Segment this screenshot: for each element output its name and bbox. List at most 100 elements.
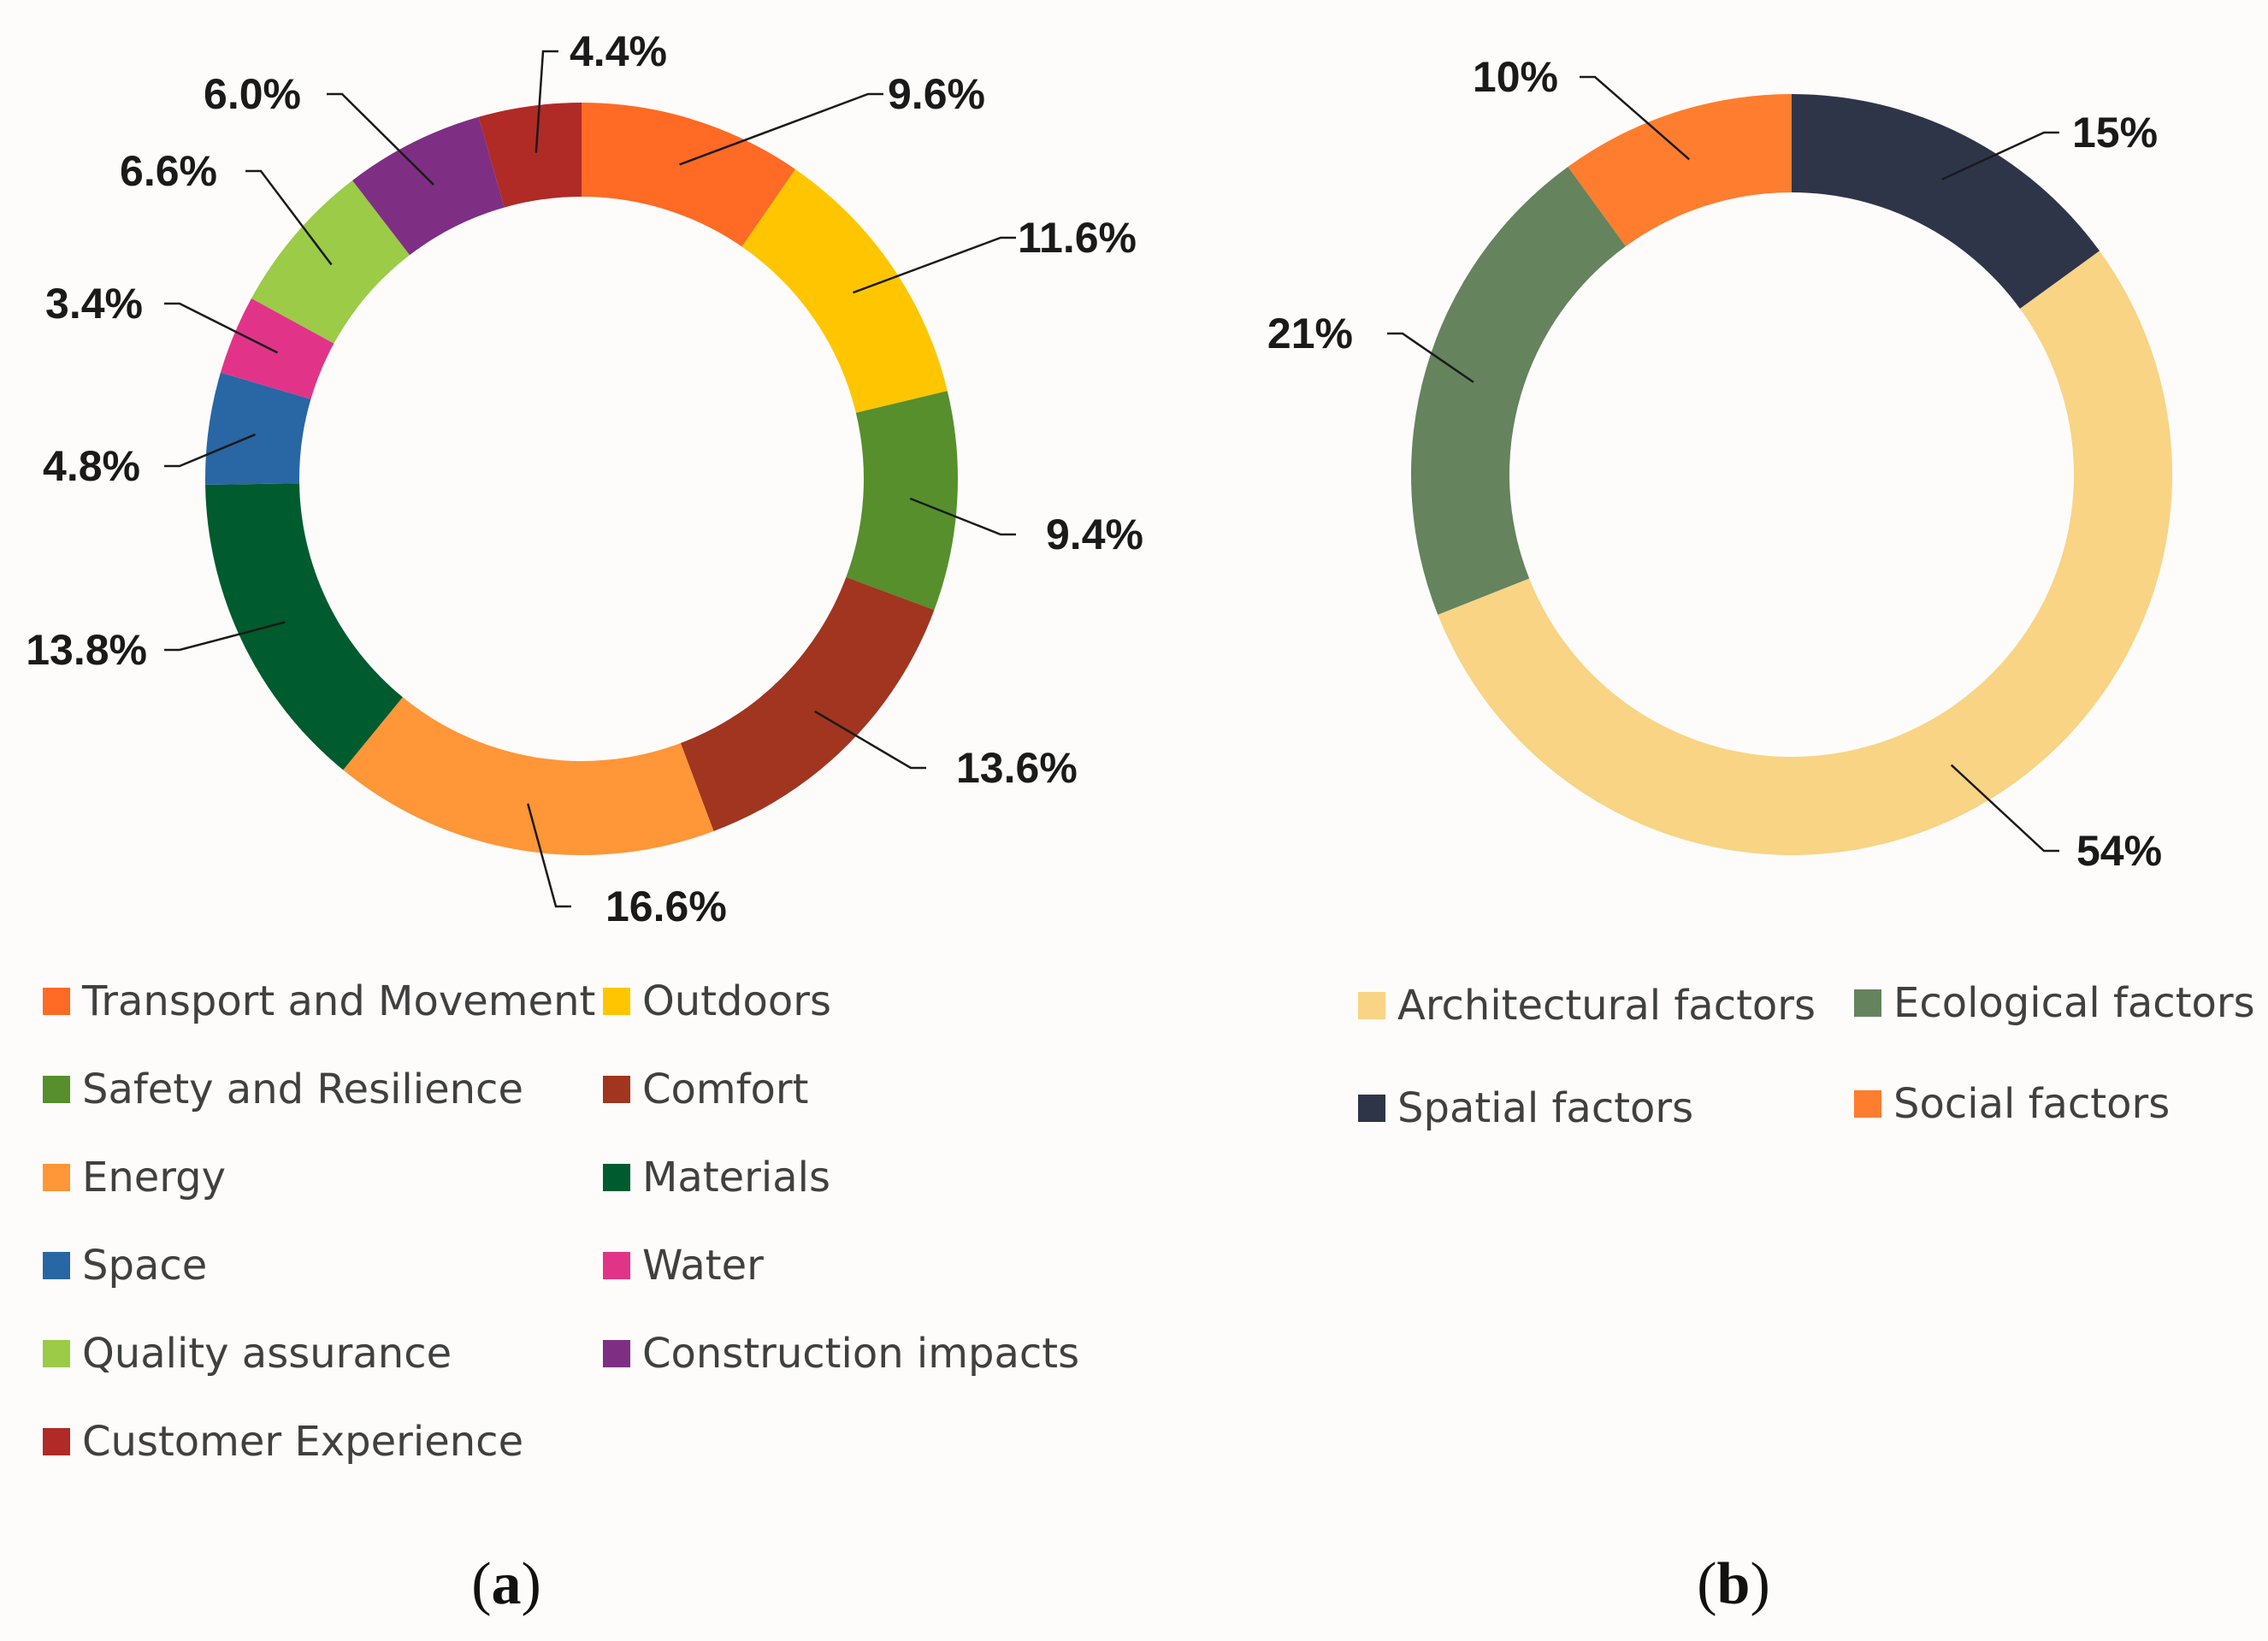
chart-b-legend-swatch-architectural-factors [1358, 992, 1385, 1019]
chart-a-slice-energy [343, 697, 714, 855]
chart-a-data-label-materials: 13.8% [26, 626, 147, 674]
chart-a-leader-outdoors [853, 236, 1016, 294]
chart-a-legend-label-customer-experience: Customer Experience [82, 1418, 523, 1466]
chart-a-leader-safety-and-resilience [909, 497, 1016, 536]
chart-a-legend-item-space: Space [43, 1242, 207, 1290]
chart-a-legend-item-transport-and-movement: Transport and Movement [43, 977, 595, 1025]
caption-b-close: ) [1750, 1551, 1769, 1617]
chart-a-legend-label-comfort: Comfort [642, 1065, 808, 1113]
chart-a-slice-water [220, 298, 334, 399]
chart-a-legend-label-quality-assurance: Quality assurance [82, 1330, 452, 1378]
chart-a-legend-item-energy: Energy [43, 1154, 226, 1201]
chart-b-legend-label-architectural-factors: Architectural factors [1397, 982, 1816, 1030]
chart-a-leader-customer-experience [535, 50, 558, 153]
chart-a-leader-energy [527, 803, 571, 908]
chart-a-legend-swatch-comfort [603, 1076, 630, 1103]
chart-a-data-label-outdoors: 11.6% [1018, 214, 1137, 262]
chart-a-data-label-quality-assurance: 6.6% [120, 147, 217, 195]
chart-a-legend-label-transport-and-movement: Transport and Movement [81, 977, 595, 1025]
chart-a-legend-label-safety-and-resilience: Safety and Resilience [82, 1065, 523, 1113]
chart-a-legend-item-safety-and-resilience: Safety and Resilience [43, 1065, 523, 1113]
chart-a-slice-transport-and-movement [582, 103, 796, 247]
chart-b-legend-item-ecological-factors: Ecological factors [1854, 979, 2255, 1027]
chart-a-leader-space [164, 433, 257, 468]
chart-a-slice-safety-and-resilience [846, 391, 958, 611]
chart-a-legend-label-energy: Energy [82, 1154, 226, 1201]
chart-a-legend-swatch-quality-assurance [43, 1340, 70, 1367]
caption-b: (b) [1697, 1551, 1770, 1617]
chart-a-legend-swatch-materials [603, 1164, 630, 1191]
chart-a-legend-item-outdoors: Outdoors [603, 977, 831, 1025]
chart-b-data-label-social-factors: 10% [1473, 53, 1558, 101]
chart-a-leader-comfort [814, 710, 926, 770]
chart-b-legend: Architectural factors Ecological factors S… [1358, 979, 2255, 1132]
caption-a-letter: a [492, 1551, 522, 1617]
chart-a-leader-construction-impacts [327, 92, 434, 186]
chart-a-legend-swatch-space [43, 1252, 70, 1279]
chart-b-legend-label-social-factors: Social factors [1893, 1080, 2170, 1128]
chart-a-legend-label-materials: Materials [642, 1154, 830, 1201]
chart-a-data-label-water: 3.4% [45, 280, 143, 328]
chart-a-data-label-safety-and-resilience: 9.4% [1046, 511, 1143, 558]
chart-a-legend-label-construction-impacts: Construction impacts [642, 1330, 1079, 1378]
chart-a-legend-item-quality-assurance: Quality assurance [43, 1330, 452, 1378]
chart-a-legend-item-customer-experience: Customer Experience [43, 1418, 523, 1466]
chart-a-data-label-transport-and-movement: 9.6% [888, 70, 985, 118]
chart-a-legend-swatch-safety-and-resilience [43, 1076, 70, 1103]
chart-b-legend-swatch-spatial-factors [1358, 1095, 1385, 1122]
chart-a-slice-customer-experience [478, 103, 582, 208]
chart-a-leader-water [164, 302, 278, 354]
chart-a-legend-swatch-water [603, 1252, 630, 1279]
chart-b-legend-label-spatial-factors: Spatial factors [1397, 1084, 1693, 1132]
chart-b-legend-swatch-social-factors [1854, 1090, 1881, 1118]
chart-b-legend-label-ecological-factors: Ecological factors [1893, 979, 2255, 1027]
chart-b-leader-ecological-factors [1387, 332, 1474, 383]
chart-b-leader-social-factors [1580, 75, 1691, 161]
chart-b-legend-item-architectural-factors: Architectural factors [1358, 982, 1816, 1030]
chart-a-legend-item-construction-impacts: Construction impacts [603, 1330, 1079, 1378]
chart-b-slice-spatial-factors [1792, 94, 2100, 310]
chart-b-data-label-architectural-factors: 54% [2076, 827, 2162, 875]
chart-a-data-label-construction-impacts: 6.0% [204, 70, 301, 118]
caption-a-open: ( [471, 1551, 491, 1617]
chart-a-data-label-comfort: 13.6% [956, 744, 1078, 792]
chart-b-donut: 15% 54% 21% 10% [1267, 53, 2173, 875]
chart-a-slice-space [205, 372, 311, 485]
chart-a-donut: 9.6% 11.6% 9.4% 13.6% 16.6% 13.8% 4.8% 3.4% 6.6%… [26, 27, 1143, 930]
chart-a-legend-label-space: Space [82, 1242, 207, 1290]
chart-a-slice-comfort [680, 576, 935, 831]
chart-a-legend-swatch-energy [43, 1164, 70, 1191]
caption-a: (a) [471, 1551, 541, 1617]
chart-a-legend-item-materials: Materials [603, 1154, 830, 1201]
chart-a-legend-swatch-customer-experience [43, 1428, 70, 1455]
caption-b-open: ( [1697, 1551, 1716, 1617]
chart-b-legend-item-spatial-factors: Spatial factors [1358, 1084, 1693, 1132]
chart-b-leader-architectural-factors [1950, 764, 2059, 853]
chart-a-legend-swatch-construction-impacts [603, 1340, 630, 1367]
chart-a-data-label-customer-experience: 4.4% [570, 27, 667, 75]
chart-b-slice-ecological-factors [1411, 166, 1627, 615]
chart-b-data-label-spatial-factors: 15% [2072, 109, 2158, 156]
chart-a-data-label-space: 4.8% [43, 442, 140, 490]
chart-a-legend: Transport and Movement Outdoors Safety and… [43, 977, 1079, 1466]
chart-b-slice-social-factors [1568, 93, 1792, 247]
chart-a-legend-swatch-outdoors [603, 988, 630, 1015]
caption-b-letter: b [1717, 1551, 1751, 1617]
caption-a-close: ) [522, 1551, 541, 1617]
chart-a-slice-construction-impacts [352, 116, 505, 256]
chart-a-legend-label-water: Water [642, 1242, 764, 1290]
chart-a-legend-swatch-transport-and-movement [43, 988, 70, 1015]
chart-a-legend-item-water: Water [603, 1242, 764, 1290]
chart-b-slice-architectural-factors [1438, 251, 2173, 856]
chart-a-leader-quality-assurance [245, 169, 333, 266]
chart-b-data-label-ecological-factors: 21% [1267, 310, 1353, 357]
chart-a-slice-materials [205, 483, 403, 770]
chart-b-legend-swatch-ecological-factors [1854, 989, 1881, 1017]
chart-a-legend-item-comfort: Comfort [603, 1065, 808, 1113]
chart-a-leader-transport-and-movement [679, 92, 883, 166]
chart-b-legend-item-social-factors: Social factors [1854, 1080, 2170, 1128]
chart-a-slice-outdoors [741, 168, 948, 413]
chart-a-data-label-energy: 16.6% [605, 882, 727, 930]
chart-a-legend-label-outdoors: Outdoors [642, 977, 831, 1025]
